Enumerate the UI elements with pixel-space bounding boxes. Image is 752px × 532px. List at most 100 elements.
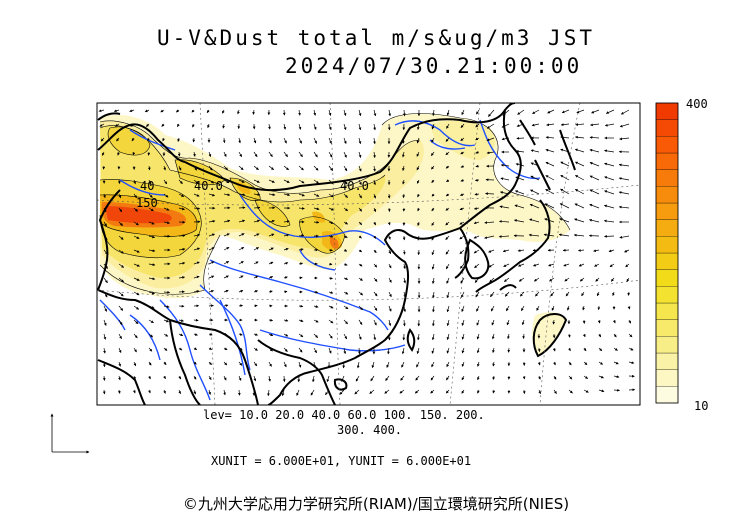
wind-vector-icon — [486, 123, 495, 129]
wind-vector-icon — [117, 179, 121, 185]
wind-vector-icon — [298, 361, 302, 368]
wind-vector-icon — [475, 137, 480, 141]
wind-vector-icon — [446, 277, 450, 284]
wind-vector-icon — [620, 109, 630, 115]
wind-vector-icon — [373, 305, 378, 311]
wind-vector-icon — [298, 137, 302, 144]
wind-vector-icon — [369, 389, 375, 394]
wind-vector-icon — [145, 123, 150, 127]
wind-vector-icon — [144, 109, 150, 113]
wind-vector-icon — [223, 179, 230, 184]
wind-vector-icon — [515, 176, 525, 181]
wind-vector-icon — [223, 275, 229, 279]
wind-vector-icon — [358, 179, 362, 186]
wind-vector-icon — [596, 291, 600, 297]
wind-vector-icon — [253, 347, 258, 351]
wind-vector-icon — [298, 109, 301, 116]
wind-vector-icon — [163, 290, 171, 294]
colorbar-swatch — [655, 219, 679, 237]
wind-vector-icon — [163, 165, 166, 171]
wind-vector-icon — [103, 249, 108, 255]
rivers — [99, 119, 541, 401]
wind-vector-icon — [445, 151, 450, 156]
colorbar — [655, 102, 679, 404]
wind-vector-icon — [416, 179, 420, 184]
wind-vector-icon — [223, 151, 227, 158]
wind-vector-icon — [283, 179, 290, 183]
wind-vector-icon — [343, 319, 348, 325]
wind-vector-icon — [113, 109, 120, 113]
wind-vector-icon — [133, 221, 139, 226]
contour-label: 40 — [140, 179, 154, 193]
wind-vector-icon — [238, 165, 244, 171]
wind-vector-icon — [193, 261, 200, 265]
dust-concentration-field — [100, 113, 570, 355]
wind-vector-icon — [574, 203, 585, 209]
wind-vector-icon — [517, 109, 525, 115]
wind-vector-icon — [129, 109, 135, 113]
wind-vector-icon — [283, 123, 287, 130]
wind-vector-icon — [626, 277, 630, 282]
wind-vector-icon — [342, 361, 346, 369]
wind-vector-icon — [298, 179, 305, 184]
wind-vector-icon — [538, 389, 541, 395]
wind-vector-icon — [343, 179, 348, 185]
wind-vector-icon — [373, 319, 377, 326]
wind-vector-icon — [163, 361, 167, 366]
wind-vector-icon — [253, 151, 258, 158]
wind-vector-icon — [431, 235, 435, 241]
wind-vector-icon — [268, 261, 274, 265]
wind-vector-icon — [491, 333, 495, 340]
wind-vector-icon — [99, 123, 105, 127]
wind-vector-icon — [148, 207, 154, 212]
wind-vector-icon — [343, 263, 348, 266]
wind-vector-icon — [268, 233, 275, 237]
wind-vector-icon — [387, 347, 390, 355]
wind-vector-icon — [208, 275, 215, 279]
wind-vector-icon — [103, 207, 107, 213]
colorbar-swatch — [655, 119, 679, 137]
wind-vector-icon — [268, 151, 273, 158]
wind-vector-icon — [445, 249, 450, 255]
wind-vector-icon — [343, 151, 347, 158]
wind-vector-icon — [492, 375, 496, 381]
wind-vector-icon — [431, 179, 435, 183]
wind-vector-icon — [163, 179, 168, 185]
wind-vector-icon — [148, 221, 155, 225]
wind-vector-icon — [558, 233, 570, 237]
wind-vector-icon — [103, 221, 107, 227]
wind-vector-icon — [358, 249, 363, 253]
wind-vector-icon — [103, 319, 107, 326]
wind-vector-icon — [545, 161, 555, 167]
wind-vector-icon — [560, 188, 570, 195]
wind-vector-icon — [564, 277, 570, 282]
wind-vector-icon — [356, 361, 360, 369]
wind-vector-icon — [358, 151, 362, 158]
wind-vector-icon — [148, 249, 156, 253]
wind-vector-icon — [238, 246, 245, 251]
wind-vector-icon — [613, 388, 620, 392]
colorbar-swatch — [655, 319, 679, 337]
wind-vector-icon — [310, 389, 315, 396]
wind-vector-icon — [148, 333, 154, 338]
wind-vector-icon — [400, 375, 405, 381]
wind-vector-icon — [163, 305, 170, 308]
wind-vector-icon — [223, 332, 228, 336]
wind-vector-icon — [116, 137, 120, 142]
wind-vector-icon — [343, 137, 347, 145]
wind-vector-icon — [559, 218, 570, 223]
wind-vector-icon — [516, 123, 525, 127]
wind-vector-icon — [313, 361, 316, 369]
wind-vector-icon — [178, 389, 181, 395]
map-title: U-V&Dust total m/s&ug/m3 JST — [156, 26, 595, 50]
wind-vector-icon — [118, 333, 122, 340]
wind-vector-icon — [532, 109, 540, 114]
wind-vector-icon — [339, 389, 345, 395]
map-timestamp: 2024/07/30.21:00:00 — [285, 54, 583, 78]
wind-vector-icon — [502, 109, 510, 116]
wind-vector-icon — [504, 291, 510, 297]
wind-vector-icon — [358, 165, 362, 172]
wind-vector-icon — [223, 261, 230, 265]
wind-vector-icon — [328, 291, 334, 294]
wind-vector-icon — [604, 149, 615, 153]
